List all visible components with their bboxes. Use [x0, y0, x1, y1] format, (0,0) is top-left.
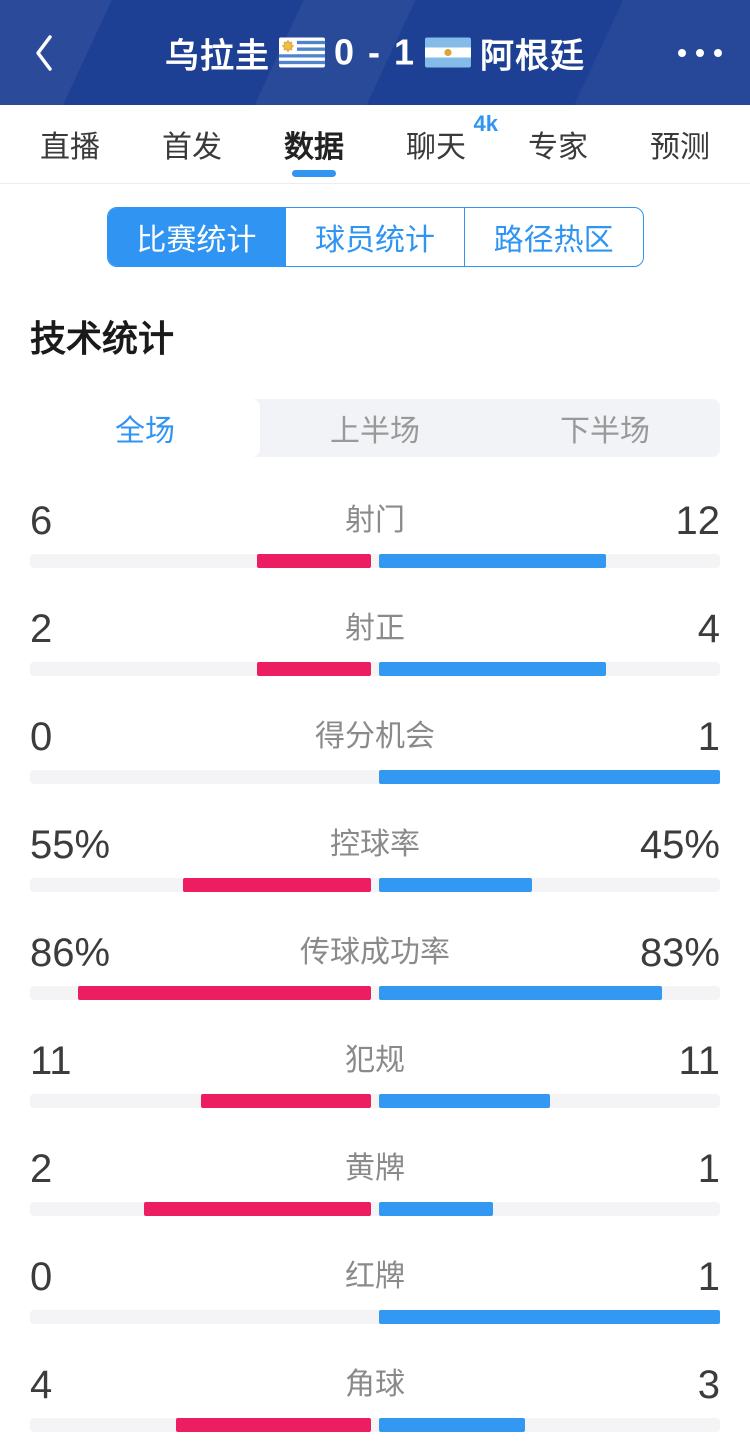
- dot-icon: [696, 48, 704, 57]
- home-value: 2: [30, 607, 53, 651]
- away-bar: [379, 770, 720, 784]
- home-bar: [176, 1418, 371, 1432]
- home-bar: [143, 1202, 371, 1216]
- tab-data[interactable]: 数据: [284, 105, 344, 183]
- more-options-button[interactable]: [678, 39, 722, 67]
- away-team-name: 阿根廷: [480, 37, 586, 75]
- home-bar: [200, 1094, 371, 1108]
- stat-bar: [30, 878, 720, 892]
- uruguay-flag-icon: [278, 37, 325, 68]
- tab-chat[interactable]: 聊天 4k: [406, 111, 498, 165]
- home-bar: [257, 662, 371, 676]
- stat-row-yellow-cards: 2 黄牌 1: [30, 1145, 720, 1216]
- period-segmented-control: 全场 上半场 下半场: [30, 399, 720, 457]
- tab-expert[interactable]: 专家: [528, 131, 588, 164]
- match-score: 0 - 1: [333, 31, 417, 73]
- away-value: 4: [697, 607, 720, 651]
- stat-bar: [30, 770, 720, 784]
- home-bar: [257, 554, 371, 568]
- match-title: 乌拉圭 0 - 1 阿根廷: [165, 28, 585, 77]
- stat-row-corners: 4 角球 3: [30, 1361, 720, 1432]
- stat-row-fouls: 11 犯规 11: [30, 1037, 720, 1108]
- stat-row-shots-on-target: 2 射正 4: [30, 605, 720, 676]
- home-value: 6: [30, 499, 53, 543]
- argentina-flag-icon: [425, 37, 472, 68]
- away-bar: [379, 1202, 493, 1216]
- away-bar: [379, 554, 607, 568]
- away-value: 45%: [639, 823, 720, 867]
- match-header: 乌拉圭 0 - 1 阿根廷: [0, 0, 750, 105]
- stat-bar: [30, 986, 720, 1000]
- period-full-match[interactable]: 全场: [30, 399, 260, 457]
- stat-label: 犯规: [345, 1044, 405, 1077]
- stat-label: 角球: [345, 1368, 405, 1401]
- away-value: 11: [678, 1039, 720, 1083]
- tab-prediction[interactable]: 预测: [650, 131, 710, 164]
- away-bar: [379, 662, 607, 676]
- main-tab-bar: 直播 首发 数据 聊天 4k 专家 预测: [0, 105, 750, 184]
- tab-live[interactable]: 直播: [40, 131, 100, 164]
- stat-row-possession: 55% 控球率 45%: [30, 821, 720, 892]
- home-bar: [183, 878, 371, 892]
- away-value: 83%: [639, 931, 720, 975]
- chat-4k-badge: 4k: [473, 111, 498, 136]
- away-value: 1: [697, 715, 720, 759]
- subtab-match-stats[interactable]: 比赛统计: [107, 208, 286, 266]
- back-button[interactable]: [22, 25, 66, 81]
- stat-label: 射正: [345, 612, 405, 645]
- home-value: 4: [30, 1363, 53, 1407]
- stat-row-pass-accuracy: 86% 传球成功率 83%: [30, 929, 720, 1000]
- stat-row-big-chances: 0 得分机会 1: [30, 713, 720, 784]
- home-value: 55%: [30, 823, 111, 867]
- stat-bar: [30, 662, 720, 676]
- away-value: 3: [697, 1363, 720, 1407]
- dot-icon: [678, 48, 686, 57]
- away-value: 1: [697, 1255, 720, 1299]
- active-tab-indicator: [292, 170, 336, 177]
- home-value: 0: [30, 1255, 53, 1299]
- away-value: 1: [697, 1147, 720, 1191]
- stat-row-red-cards: 0 红牌 1: [30, 1253, 720, 1324]
- home-team-name: 乌拉圭: [164, 37, 270, 75]
- stat-label: 红牌: [345, 1260, 405, 1293]
- subtab-heatmap[interactable]: 路径热区: [463, 208, 643, 266]
- away-bar: [379, 1418, 526, 1432]
- stats-list: 6 射门 12 2 射正 4 0 得分机会 1 55% 控球率 45% 86%: [0, 497, 750, 1432]
- section-title: 技术统计: [30, 318, 175, 359]
- stat-row-shots: 6 射门 12: [30, 497, 720, 568]
- subtab-player-stats[interactable]: 球员统计: [285, 208, 464, 266]
- home-value: 2: [30, 1147, 53, 1191]
- home-value: 86%: [30, 931, 111, 975]
- stat-label: 传球成功率: [300, 936, 450, 969]
- stat-label: 得分机会: [315, 720, 435, 753]
- tab-lineup[interactable]: 首发: [162, 131, 222, 164]
- period-second-half[interactable]: 下半场: [560, 415, 650, 448]
- dot-icon: [714, 48, 722, 57]
- stat-label: 黄牌: [345, 1152, 405, 1185]
- stat-label: 射门: [345, 504, 405, 537]
- home-value: 11: [30, 1039, 72, 1083]
- stat-bar: [30, 1094, 720, 1108]
- away-bar: [379, 878, 533, 892]
- back-chevron-icon: [36, 34, 52, 71]
- away-bar: [379, 1310, 720, 1324]
- period-first-half[interactable]: 上半场: [330, 415, 420, 448]
- stat-label: 控球率: [330, 828, 420, 861]
- stat-bar: [30, 1202, 720, 1216]
- away-value: 12: [675, 499, 721, 543]
- stats-subtab-group: 比赛统计 球员统计 路径热区: [106, 207, 644, 267]
- stat-bar: [30, 1418, 720, 1432]
- home-bar: [77, 986, 371, 1000]
- away-bar: [379, 1094, 550, 1108]
- home-value: 0: [30, 715, 53, 759]
- away-bar: [379, 986, 663, 1000]
- stat-bar: [30, 554, 720, 568]
- stat-bar: [30, 1310, 720, 1324]
